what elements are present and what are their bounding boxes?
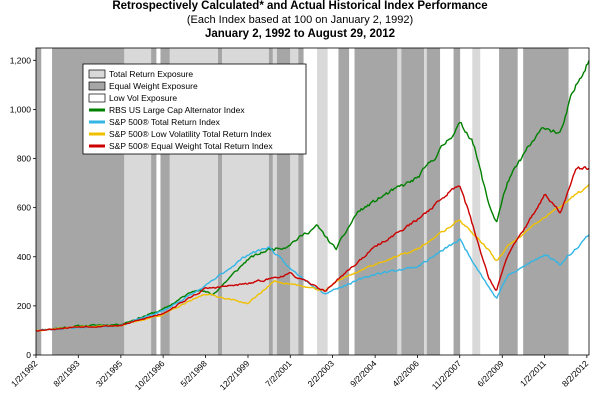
low-vol-band bbox=[517, 48, 524, 355]
equal-weight-band bbox=[298, 48, 304, 355]
x-tick-label: 12/2/1999 bbox=[218, 358, 252, 392]
chart-subtitle: (Each Index based at 100 on January 2, 1… bbox=[186, 14, 414, 26]
x-tick-label: 3/2/1995 bbox=[94, 358, 125, 389]
legend-swatch bbox=[88, 93, 106, 103]
x-tick-label: 2/2/2003 bbox=[306, 358, 337, 389]
legend-swatch bbox=[88, 69, 106, 79]
series-line bbox=[36, 60, 590, 332]
legend-label: S&P 500® Low Volatility Total Return Ind… bbox=[109, 129, 272, 139]
x-tick-label: 1/2/1992 bbox=[9, 358, 40, 389]
total-return-band bbox=[397, 48, 402, 355]
low-vol-band bbox=[349, 48, 355, 355]
legend-box bbox=[82, 63, 307, 155]
y-tick-label: 1,200 bbox=[10, 55, 32, 65]
x-tick-label: 8/2/2012 bbox=[560, 358, 591, 389]
legend-label: S&P 500® Equal Weight Total Return Index bbox=[109, 141, 273, 151]
chart-title: Retrospectively Calculated* and Actual H… bbox=[112, 0, 488, 12]
x-tick-label: 8/2/1993 bbox=[51, 358, 82, 389]
legend-label: Total Return Exposure bbox=[109, 69, 193, 79]
equal-weight-band bbox=[160, 48, 170, 355]
y-tick-label: 800 bbox=[17, 154, 31, 164]
equal-weight-band bbox=[453, 48, 461, 355]
legend: Total Return Exposure Equal Weight Exposu… bbox=[82, 63, 307, 155]
total-return-band bbox=[290, 48, 299, 355]
legend-line bbox=[89, 108, 105, 112]
y-tick-label: 1,000 bbox=[10, 104, 32, 114]
equal-weight-band bbox=[338, 48, 350, 355]
equal-weight-band bbox=[268, 48, 273, 355]
x-tick-label: 5/2/1998 bbox=[178, 358, 209, 389]
equal-weight-band bbox=[151, 48, 157, 355]
legend-label: S&P 500® Total Return Index bbox=[109, 117, 221, 127]
low-vol-band bbox=[480, 48, 500, 355]
equal-weight-band bbox=[36, 48, 42, 355]
equal-weight-band bbox=[499, 48, 518, 355]
legend-line bbox=[89, 144, 105, 148]
low-vol-band bbox=[156, 48, 161, 355]
total-return-band bbox=[424, 48, 427, 355]
y-tick-label: 400 bbox=[17, 252, 31, 262]
equal-weight-band bbox=[426, 48, 441, 355]
total-return-band bbox=[472, 48, 481, 355]
equal-weight-band bbox=[523, 48, 569, 355]
low-vol-band bbox=[303, 48, 318, 355]
x-tick-label: 11/2/2007 bbox=[430, 358, 464, 392]
x-tick-label: 7/2/2001 bbox=[263, 358, 294, 389]
x-tick-label: 9/2/2004 bbox=[348, 358, 379, 389]
chart-date-range: January 2, 1992 to August 29, 2012 bbox=[204, 28, 396, 40]
total-return-band bbox=[272, 48, 277, 355]
x-tick-label: 1/2/2011 bbox=[518, 358, 548, 388]
x-tick-label: 4/2/2006 bbox=[390, 358, 421, 389]
y-tick-label: 600 bbox=[17, 203, 31, 213]
low-vol-band bbox=[41, 48, 53, 355]
legend-label: RBS US Large Cap Alternator Index bbox=[109, 105, 245, 115]
series-lines bbox=[35, 60, 590, 332]
legend-line bbox=[89, 132, 105, 136]
series-line bbox=[35, 165, 590, 332]
legend-line bbox=[89, 120, 105, 124]
low-vol-band bbox=[440, 48, 454, 355]
equal-weight-band bbox=[218, 48, 223, 355]
low-vol-band bbox=[460, 48, 473, 355]
legend-label: Low Vol Exposure bbox=[109, 93, 177, 103]
total-return-band bbox=[317, 48, 328, 355]
legend-label: Equal Weight Exposure bbox=[109, 81, 198, 91]
equal-weight-band bbox=[401, 48, 425, 355]
legend-swatch bbox=[88, 81, 106, 91]
low-vol-band bbox=[568, 48, 589, 355]
y-tick-label: 200 bbox=[17, 301, 31, 311]
x-tick-label: 10/2/1996 bbox=[133, 358, 167, 392]
x-tick-label: 6/2/2009 bbox=[475, 358, 506, 389]
plot-frame bbox=[35, 47, 590, 356]
y-tick-label: 0 bbox=[26, 350, 31, 360]
low-vol-band bbox=[327, 48, 339, 355]
